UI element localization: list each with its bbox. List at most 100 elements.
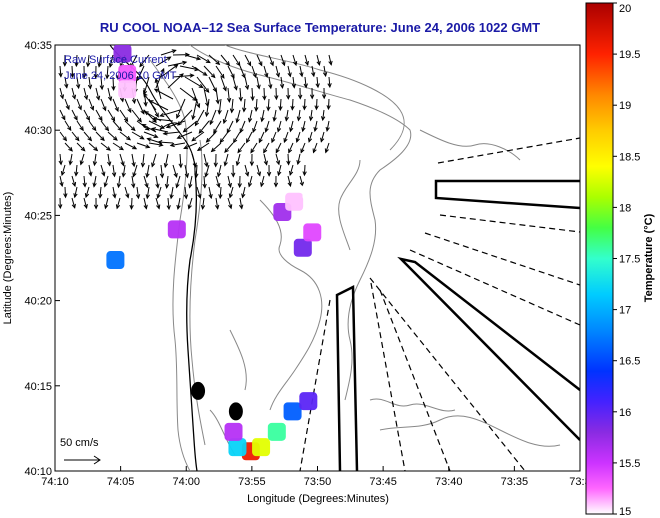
current-arrow xyxy=(214,197,220,210)
current-arrow xyxy=(188,175,193,189)
current-arrow xyxy=(276,120,282,133)
current-arrow xyxy=(100,120,110,132)
colorbar-tick-label: 16.5 xyxy=(619,356,640,368)
current-arrow xyxy=(176,98,186,119)
current-arrow xyxy=(213,120,222,134)
current-arrow xyxy=(275,153,281,166)
current-arrow xyxy=(143,175,149,189)
sst-patch xyxy=(252,438,271,457)
current-arrow xyxy=(284,109,289,122)
current-arrow xyxy=(256,76,261,90)
current-arrow xyxy=(321,87,327,100)
current-arrow xyxy=(219,131,229,144)
current-arrow xyxy=(88,164,93,177)
current-arrow xyxy=(184,54,202,61)
colorbar xyxy=(585,2,614,515)
current-arrow xyxy=(73,186,78,199)
current-arrow xyxy=(263,142,270,154)
current-arrow xyxy=(196,142,210,152)
current-arrow xyxy=(208,186,213,200)
current-arrow xyxy=(155,175,160,189)
sst-patch xyxy=(283,402,302,421)
current-arrow xyxy=(224,142,234,154)
current-arrow xyxy=(209,109,217,126)
current-arrow xyxy=(62,54,68,67)
plot-area xyxy=(54,44,581,472)
current-arrow xyxy=(227,175,232,189)
current-arrow xyxy=(93,197,99,210)
y-tick-label: 40:35 xyxy=(24,40,52,52)
current-arrow xyxy=(59,87,65,100)
current-arrow xyxy=(237,142,246,154)
current-arrow xyxy=(100,98,107,112)
legend-line-2: June 24, 2006 10 GMT xyxy=(64,70,177,82)
sst-patch xyxy=(303,223,322,242)
current-arrow xyxy=(169,142,186,148)
current-arrow xyxy=(111,76,116,92)
current-arrow xyxy=(75,76,81,90)
sst-patch xyxy=(167,220,186,239)
current-arrow xyxy=(328,54,333,66)
current-arrow xyxy=(288,164,294,177)
current-arrow xyxy=(131,175,136,189)
colorbar-tick-label: 17.5 xyxy=(619,254,640,266)
current-arrow xyxy=(203,153,209,168)
current-arrow xyxy=(313,120,318,133)
current-arrow xyxy=(145,186,150,200)
x-tick-label: 73:40 xyxy=(435,476,463,488)
current-arrow xyxy=(166,197,171,211)
current-arrow xyxy=(311,65,316,78)
current-arrow xyxy=(241,186,246,199)
current-arrow xyxy=(176,197,181,210)
current-arrow xyxy=(151,153,157,168)
current-arrow xyxy=(291,76,297,89)
current-arrow xyxy=(278,98,283,112)
current-arrow xyxy=(196,54,211,64)
current-arrow xyxy=(222,109,229,125)
current-arrow xyxy=(131,153,136,168)
current-arrow xyxy=(63,186,68,199)
current-arrow xyxy=(184,164,190,179)
current-arrow xyxy=(76,120,84,132)
y-axis-label: Latitude (Degrees:Minutes) xyxy=(2,192,14,325)
current-arrow xyxy=(250,142,258,154)
current-arrow xyxy=(184,76,204,89)
y-tick-label: 40:25 xyxy=(24,210,52,222)
y-tick-label: 40:30 xyxy=(24,125,52,137)
current-arrow xyxy=(167,73,184,89)
current-arrow xyxy=(198,120,210,134)
current-arrow xyxy=(100,142,112,151)
current-arrow xyxy=(266,164,272,177)
current-arrow xyxy=(296,109,302,122)
current-arrow xyxy=(58,197,63,210)
current-arrow xyxy=(263,153,268,166)
current-arrow xyxy=(112,120,123,132)
current-arrow xyxy=(64,142,73,152)
current-arrow xyxy=(182,120,198,133)
current-arrow xyxy=(303,76,308,89)
buoy-marker xyxy=(228,402,243,421)
current-arrow xyxy=(196,186,202,199)
current-arrow xyxy=(205,131,217,143)
current-arrow xyxy=(301,120,306,133)
current-arrow xyxy=(283,131,289,144)
current-arrow xyxy=(256,54,263,67)
surface-current-arrows xyxy=(58,49,333,211)
current-arrow xyxy=(124,98,132,114)
current-arrow xyxy=(298,87,303,100)
current-arrow xyxy=(83,109,90,122)
current-arrow xyxy=(277,164,282,177)
current-arrow xyxy=(157,140,174,145)
current-arrow xyxy=(112,142,124,151)
current-arrow xyxy=(74,54,79,68)
current-arrow xyxy=(210,142,222,153)
current-arrow xyxy=(93,65,99,79)
current-arrow xyxy=(64,120,72,132)
current-arrow xyxy=(256,164,262,177)
current-arrow xyxy=(260,109,265,123)
current-arrow xyxy=(164,175,170,189)
current-arrow xyxy=(287,175,292,188)
colorbar-label: Temperature (°C) xyxy=(643,213,655,302)
current-arrow xyxy=(325,120,330,132)
current-arrow xyxy=(272,109,277,123)
